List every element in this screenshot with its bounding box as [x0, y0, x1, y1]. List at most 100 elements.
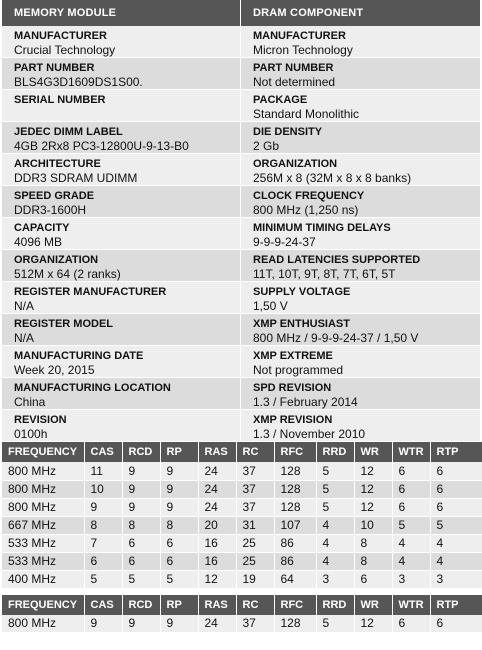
table-row: 667 MHz 8 8 8 20 31 107 4 10 5 5 [2, 516, 482, 535]
table-cell: 37 [236, 462, 275, 481]
module-field-value: DDR3-1600H [14, 203, 87, 217]
module-field-label: PART NUMBER [14, 62, 95, 74]
table-cell: 9 [160, 614, 199, 633]
component-field-value: 11T, 10T, 9T, 8T, 7T, 6T, 5T [253, 267, 396, 281]
table-cell: 800 MHz [2, 614, 85, 633]
table-cell: 9 [122, 480, 161, 499]
module-field-label: REGISTER MANUFACTURER [14, 286, 167, 298]
table-cell: 4 [392, 552, 431, 571]
table-cell: 4 [430, 534, 482, 553]
table-cell: 533 MHz [2, 552, 85, 571]
module-field: MANUFACTURER Crucial Technology [2, 26, 240, 58]
module-field-value: DDR3 SDRAM UDIMM [14, 171, 138, 185]
table-row: 533 MHz 7 6 6 16 25 86 4 8 4 4 [2, 534, 482, 553]
column-header: FREQUENCY [2, 594, 85, 615]
component-field-label: SUPPLY VOLTAGE [253, 286, 351, 298]
module-field-value: 0100h [14, 427, 48, 441]
component-field-value: 1.3 / February 2014 [253, 395, 358, 409]
component-field-label: PACKAGE [253, 94, 308, 106]
table-cell: 128 [274, 614, 317, 633]
table-cell: 37 [236, 614, 275, 633]
xmp-header-row: FREQUENCY CAS RCD RP RAS RC RFC RRD WR WTR RTP [2, 594, 482, 615]
table-cell: 5 [392, 516, 431, 535]
table-cell: 5 [316, 498, 355, 517]
dram-component-header: DRAM COMPONENT [241, 0, 480, 26]
table-cell: 8 [84, 516, 123, 535]
table-cell: 8 [354, 534, 393, 553]
table-cell: 9 [122, 614, 161, 633]
module-field-value: 512M x 64 (2 ranks) [14, 267, 121, 281]
component-field-value: 9-9-9-24-37 [253, 235, 316, 249]
table-cell: 6 [392, 498, 431, 517]
table-cell: 128 [274, 480, 317, 499]
table-cell: 25 [236, 552, 275, 571]
table-cell: 5 [84, 570, 123, 589]
component-field-label: CLOCK FREQUENCY [253, 190, 365, 202]
table-row: 533 MHz 6 6 6 16 25 86 4 8 4 4 [2, 552, 482, 571]
component-field: CLOCK FREQUENCY 800 MHz (1,250 ns) [241, 186, 480, 218]
memory-module-header: MEMORY MODULE [2, 0, 240, 26]
module-field: JEDEC DIMM LABEL 4GB 2Rx8 PC3-12800U-9-13… [2, 122, 240, 154]
module-field: PART NUMBER BLS4G3D1609DS1S00. [2, 58, 240, 90]
table-cell: 8 [354, 552, 393, 571]
table-cell: 5 [160, 570, 199, 589]
table-cell: 20 [198, 516, 237, 535]
column-header: RTP [430, 442, 482, 462]
table-cell: 6 [122, 552, 161, 571]
table-cell: 16 [198, 552, 237, 571]
component-field: ORGANIZATION 256M x 8 (32M x 8 x 8 banks) [241, 154, 480, 186]
component-field-value: 800 MHz (1,250 ns) [253, 203, 359, 217]
table-cell: 24 [198, 462, 237, 481]
table-cell: 6 [392, 462, 431, 481]
module-field: REVISION 0100h [2, 410, 240, 442]
component-field-label: READ LATENCIES SUPPORTED [253, 254, 421, 266]
module-field-value: 4GB 2Rx8 PC3-12800U-9-13-B0 [14, 139, 189, 153]
column-header: CAS [84, 594, 123, 615]
table-cell: 12 [198, 570, 237, 589]
column-header: WTR [392, 594, 431, 615]
module-field: ARCHITECTURE DDR3 SDRAM UDIMM [2, 154, 240, 186]
table-cell: 25 [236, 534, 275, 553]
module-field-value: N/A [14, 299, 35, 313]
component-field-value: 256M x 8 (32M x 8 x 8 banks) [253, 171, 412, 185]
component-field: PACKAGE Standard Monolithic [241, 90, 480, 122]
table-cell: 6 [392, 614, 431, 633]
table-cell: 64 [274, 570, 317, 589]
table-cell: 800 MHz [2, 480, 85, 499]
table-row: 800 MHz 9 9 9 24 37 128 5 12 6 6 [2, 614, 482, 633]
table-cell: 9 [84, 614, 123, 633]
table-cell: 86 [274, 552, 317, 571]
table-cell: 5 [430, 516, 482, 535]
table-row: 800 MHz 11 9 9 24 37 128 5 12 6 6 [2, 462, 482, 481]
table-cell: 4 [316, 552, 355, 571]
table-cell: 4 [430, 552, 482, 571]
component-field-value: Not programmed [253, 363, 344, 377]
table-cell: 9 [122, 462, 161, 481]
column-header: RAS [198, 594, 237, 615]
module-field-label: REGISTER MODEL [14, 318, 114, 330]
component-field-value: Standard Monolithic [253, 107, 360, 121]
table-cell: 19 [236, 570, 275, 589]
component-field-label: XMP ENTHUSIAST [253, 318, 350, 330]
table-cell: 5 [122, 570, 161, 589]
component-field-label: PART NUMBER [253, 62, 334, 74]
spec-grid: MEMORY MODULE MANUFACTURER Crucial Techno… [2, 0, 480, 442]
table-cell: 5 [316, 614, 355, 633]
spd-info-panel: MEMORY MODULE MANUFACTURER Crucial Techno… [2, 0, 482, 633]
table-cell: 12 [354, 614, 393, 633]
column-header: RP [160, 442, 199, 462]
module-field-label: MANUFACTURING DATE [14, 350, 144, 362]
table-cell: 6 [84, 552, 123, 571]
column-header: RRD [316, 442, 355, 462]
table-cell: 6 [430, 480, 482, 499]
timing-table: FREQUENCY CAS RCD RP RAS RC RFC RRD WR WTR RTP 800… [2, 442, 482, 589]
module-field-label: MANUFACTURER [14, 30, 107, 42]
module-field: MANUFACTURING LOCATION China [2, 378, 240, 410]
column-header: WR [354, 442, 393, 462]
table-cell: 3 [392, 570, 431, 589]
column-header: WR [354, 594, 393, 615]
table-cell: 8 [122, 516, 161, 535]
module-field-label: JEDEC DIMM LABEL [14, 126, 123, 138]
table-cell: 24 [198, 614, 237, 633]
table-cell: 7 [84, 534, 123, 553]
